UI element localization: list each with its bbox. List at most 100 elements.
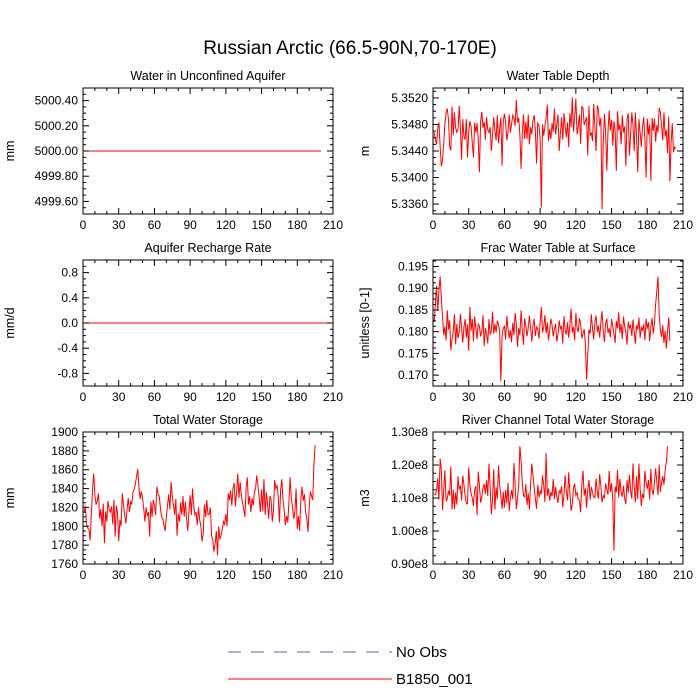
y-tick-label: 0.180 — [398, 325, 428, 339]
y-tick-label: 4999.60 — [35, 194, 79, 208]
x-tick-label: 60 — [498, 218, 512, 232]
x-tick-label: 30 — [462, 390, 476, 404]
x-tick-label: 120 — [216, 390, 236, 404]
y-tick-label: 0.175 — [398, 346, 428, 360]
panel-1: Water in Unconfined Aquifer mm 0 30 60 90 120 1… — [3, 69, 343, 232]
x-tick-label: 30 — [112, 218, 126, 232]
y-tick-label: 1780 — [51, 538, 78, 552]
x-tick-label: 90 — [183, 218, 197, 232]
figure-title: Russian Arctic (66.5-90N,70-170E) — [203, 38, 497, 59]
panels: Water in Unconfined Aquifer mm 0 30 60 90 120 1… — [3, 69, 693, 582]
x-tick-label: 180 — [637, 568, 657, 582]
y-tick-label: 0.8 — [61, 266, 78, 280]
x-tick-label: 90 — [533, 390, 547, 404]
x-tick-label: 120 — [566, 568, 586, 582]
panel-5: Total Water Storage mm 0 30 60 90 120 150 180 210… — [3, 413, 343, 582]
x-tick-label: 120 — [566, 390, 586, 404]
x-tick-label: 210 — [323, 218, 343, 232]
x-tick-label: 90 — [183, 568, 197, 582]
y-tick-label: 5000.40 — [35, 94, 79, 108]
x-tick-label: 30 — [462, 218, 476, 232]
y-tick-label: 0.4 — [61, 291, 78, 305]
x-tick-label: 150 — [252, 390, 272, 404]
panel-3: Aquifer Recharge Rate mm/d 0 30 60 90 120 150 18… — [3, 241, 343, 404]
x-tick-label: 30 — [112, 568, 126, 582]
y-axis-label: mm — [3, 488, 17, 509]
y-axis-label: unitless [0-1] — [358, 288, 372, 359]
x-tick-label: 0 — [430, 568, 437, 582]
y-tick-label: -0.4 — [57, 341, 78, 355]
y-tick-label: 1880 — [51, 444, 78, 458]
x-tick-label: 210 — [673, 568, 693, 582]
y-tick-label: -0.8 — [57, 366, 78, 380]
y-tick-label: 1860 — [51, 463, 78, 477]
y-tick-label: 5.3480 — [391, 117, 428, 131]
panel-2: Water Table Depth m 0 30 60 90 120 150 180 210 5.3… — [358, 69, 693, 232]
x-tick-label: 30 — [462, 568, 476, 582]
plot-frame — [432, 259, 684, 387]
x-tick-label: 180 — [637, 218, 657, 232]
x-tick-label: 90 — [533, 218, 547, 232]
y-tick-label: 0.195 — [398, 260, 428, 274]
x-tick-label: 120 — [216, 568, 236, 582]
y-tick-label: 0.0 — [61, 316, 78, 330]
x-tick-label: 210 — [323, 568, 343, 582]
y-tick-label: 1800 — [51, 519, 78, 533]
y-tick-label: 0.90e8 — [391, 557, 428, 571]
y-tick-label: 1760 — [51, 557, 78, 571]
x-tick-label: 120 — [566, 218, 586, 232]
y-tick-label: 1.30e8 — [391, 425, 428, 439]
y-tick-label: 5.3520 — [391, 91, 428, 105]
y-tick-label: 1.10e8 — [391, 491, 428, 505]
y-tick-label: 0.185 — [398, 303, 428, 317]
series-line-b1850-001 — [433, 97, 677, 210]
x-tick-label: 180 — [637, 390, 657, 404]
y-tick-label: 0.170 — [398, 368, 428, 382]
y-tick-label: 1.00e8 — [391, 524, 428, 538]
y-axis-label: mm/d — [3, 307, 17, 338]
x-tick-label: 0 — [80, 390, 87, 404]
panel-title: Aquifer Recharge Rate — [144, 241, 271, 255]
x-tick-label: 60 — [498, 568, 512, 582]
panel-title: Frac Water Table at Surface — [481, 241, 636, 255]
series-line-b1850-001 — [433, 446, 669, 551]
y-tick-label: 0.190 — [398, 281, 428, 295]
x-tick-label: 150 — [252, 218, 272, 232]
x-tick-label: 180 — [287, 390, 307, 404]
x-tick-label: 0 — [430, 390, 437, 404]
legend: No Obs B1850_001 — [228, 644, 473, 688]
x-tick-label: 120 — [216, 218, 236, 232]
x-tick-label: 90 — [183, 390, 197, 404]
y-tick-label: 1900 — [51, 425, 78, 439]
y-axis-label: m3 — [358, 489, 372, 506]
x-tick-label: 210 — [673, 390, 693, 404]
legend-no-obs-label: No Obs — [396, 644, 447, 661]
x-tick-label: 0 — [80, 218, 87, 232]
panel-title: Total Water Storage — [153, 413, 263, 427]
legend-model-label: B1850_001 — [396, 671, 473, 688]
y-axis-label: m — [358, 146, 372, 156]
x-tick-label: 210 — [323, 390, 343, 404]
panel-title: River Channel Total Water Storage — [462, 413, 655, 427]
x-tick-label: 150 — [602, 568, 622, 582]
x-tick-label: 0 — [80, 568, 87, 582]
y-tick-label: 1.20e8 — [391, 458, 428, 472]
x-tick-label: 60 — [148, 218, 162, 232]
y-tick-label: 5000.00 — [35, 144, 79, 158]
x-tick-label: 90 — [533, 568, 547, 582]
x-tick-label: 30 — [112, 390, 126, 404]
y-tick-label: 1840 — [51, 482, 78, 496]
series-line-b1850-001 — [433, 276, 671, 382]
y-tick-label: 4999.80 — [35, 169, 79, 183]
series-line-b1850-001 — [83, 445, 316, 556]
panel-4: Frac Water Table at Surface unitless [0-1… — [358, 241, 693, 404]
x-tick-label: 0 — [430, 218, 437, 232]
x-tick-label: 60 — [148, 390, 162, 404]
y-tick-label: 5.3400 — [391, 171, 428, 185]
x-tick-label: 180 — [287, 218, 307, 232]
y-axis-label: mm — [3, 141, 17, 162]
x-tick-label: 60 — [498, 390, 512, 404]
x-tick-label: 150 — [602, 218, 622, 232]
x-tick-label: 150 — [252, 568, 272, 582]
